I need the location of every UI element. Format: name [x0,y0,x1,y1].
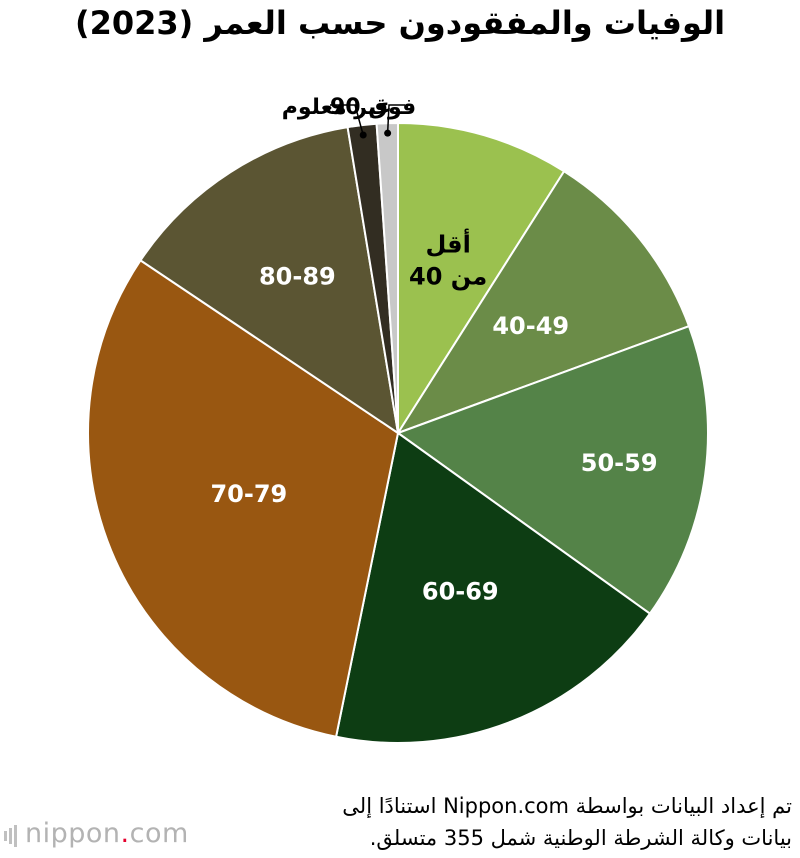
slice-label: فوق 90 [330,95,416,120]
pie-slice [87,258,400,738]
brand-dot: . [120,818,130,849]
source-note-line-2: بيانات وكالة الشرطة الوطنية شمل 355 متسل… [369,826,792,850]
brand-logo: nippon.com [4,818,189,850]
brand-suffix: com [129,818,189,849]
pie-slice [395,169,691,435]
pie-slice [395,324,709,616]
slice-label: 40-49 [492,312,569,340]
source-note-line-1: تم إعداد البيانات بواسطة Nippon.com استن… [342,794,792,818]
brand-name: nippon [25,818,121,849]
chart-title: الوفيات والمفقودون حسب العمر (2023) [74,4,726,42]
pie-slice [334,431,652,744]
pie-slice [139,125,400,436]
slice-label: 50-59 [581,449,658,477]
slice-label: 60-69 [422,578,499,606]
callout-line [330,104,364,136]
slice-label: 80-89 [259,263,336,291]
logo-bars-icon [4,819,19,850]
callout-line [386,104,405,134]
slice-label: أقل من 40 [409,228,487,290]
source-note: تم إعداد البيانات بواسطة Nippon.com استن… [232,790,792,854]
pie-slice [397,121,566,437]
slice-label: 70-79 [210,480,287,508]
pie-slice [375,121,399,434]
slice-label: غير معلوم [282,95,392,120]
